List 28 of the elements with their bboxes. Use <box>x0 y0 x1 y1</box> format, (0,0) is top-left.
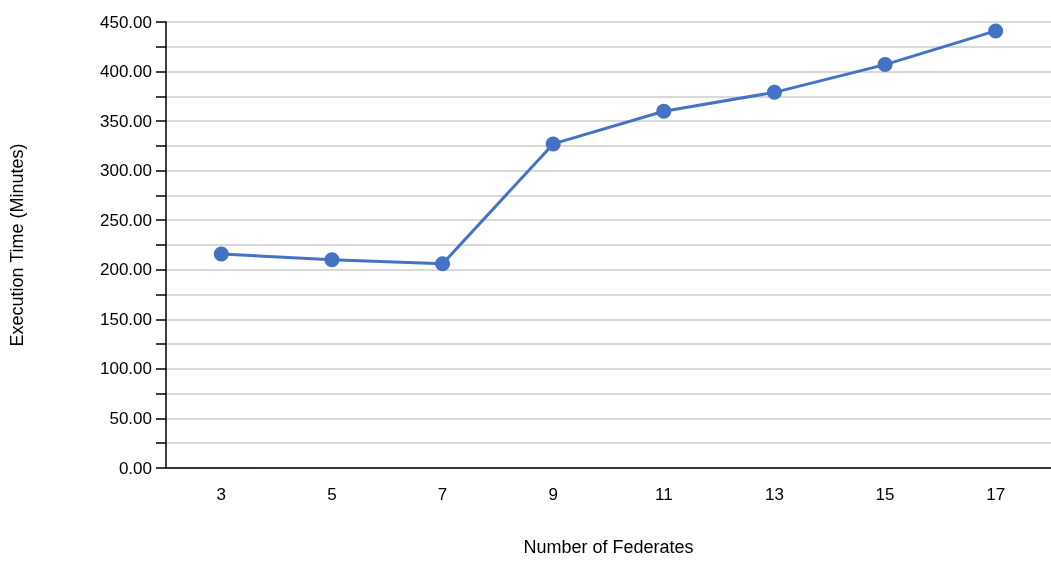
y-tick-label: 250.00 <box>100 210 152 230</box>
y-tick-label: 0.00 <box>118 458 152 478</box>
x-tick-label: 17 <box>986 485 1006 504</box>
y-tick-label: 200.00 <box>100 260 152 280</box>
x-tick-label: 7 <box>437 485 448 504</box>
y-tick-label: 100.00 <box>100 359 152 379</box>
y-tick-label: 450.00 <box>100 12 152 32</box>
point <box>988 23 1004 39</box>
point <box>435 256 451 272</box>
x-axis-title: Number of Federates <box>523 537 694 557</box>
x-tick-label: 3 <box>216 485 227 504</box>
x-tick-label: 15 <box>875 485 895 504</box>
x-tick-label: 5 <box>327 485 337 504</box>
y-tick-label: 350.00 <box>100 111 152 131</box>
x-tick-label: 11 <box>654 485 673 504</box>
x-tick-label: 9 <box>548 485 558 504</box>
point <box>877 57 893 73</box>
y-tick-label: 400.00 <box>100 62 152 82</box>
point <box>324 252 340 268</box>
point <box>545 136 561 152</box>
x-tick-label: 13 <box>764 485 784 504</box>
y-tick-label: 50.00 <box>109 408 152 428</box>
point <box>213 246 229 262</box>
y-axis-title: Execution Time (Minutes) <box>7 143 27 347</box>
point <box>656 103 672 119</box>
y-tick-label: 150.00 <box>100 309 152 329</box>
point <box>766 84 782 100</box>
y-tick-label: 300.00 <box>100 161 152 181</box>
